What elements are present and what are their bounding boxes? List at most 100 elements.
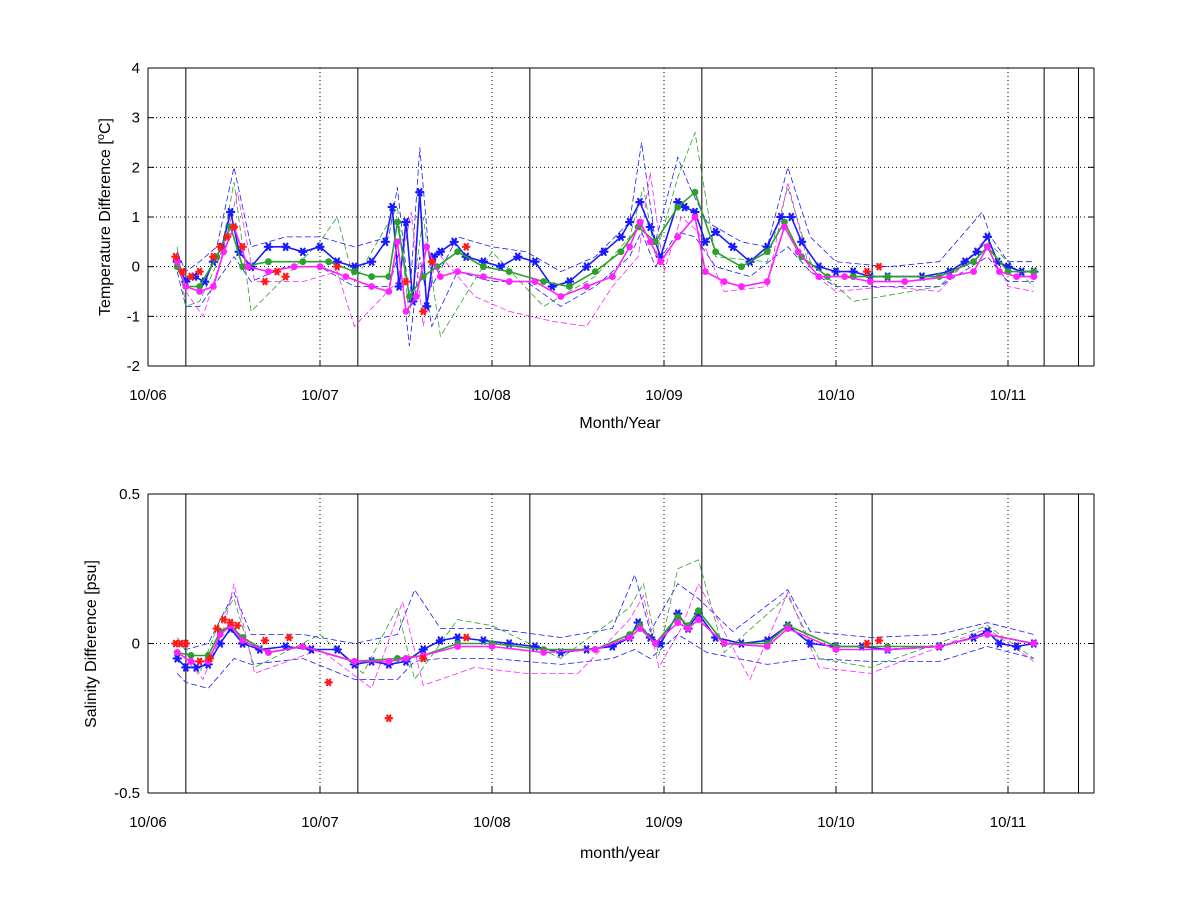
salinity-point-magenta-9 [385,658,393,665]
temperature-point-blue-17 [387,202,397,212]
temperature-y-tick-label-6: 4 [132,60,140,77]
salinity-point-magenta-8 [351,658,358,665]
temperature-point-green-21 [591,268,599,276]
salinity-point-magenta-15 [591,646,599,653]
salinity-point-blue-2 [191,663,201,672]
temperature-point-magenta-30 [691,213,699,221]
temperature-point-green-29 [763,248,771,256]
temperature-grid [147,68,1094,366]
temperature-x-tick-label-5: 10/11 [990,387,1026,404]
temperature-point-green-5 [239,263,247,271]
temperature-point-magenta-11 [368,283,375,290]
temperature-y-tick-label-3: 1 [132,209,140,226]
temperature-point-blue-44 [710,227,721,237]
temperature-point-blue-30 [530,257,540,266]
salinity-point-blue-1 [181,663,191,672]
salinity-point-blue-42 [994,639,1005,648]
temperature-point-blue-42 [690,207,700,217]
temperature-point-magenta-17 [437,273,444,280]
temperature-envelope-blue-1 [176,230,1034,347]
temperature-point-green-26 [691,188,699,196]
temperature-point-magenta-41 [946,273,953,280]
salinity-obs-7 [226,618,235,627]
salinity-y-tick-label-0: -0.5 [114,785,140,802]
temperature-point-green-28 [738,263,745,271]
salinity-obs-0 [171,639,180,648]
temperature-point-blue-38 [645,222,655,232]
temperature-point-blue-32 [564,277,575,286]
temperature-point-green-24 [652,238,659,246]
salinity-x-tick-label-2: 10/08 [473,814,511,831]
temperature-point-magenta-29 [674,233,682,241]
temperature-obs-3 [195,267,204,276]
temperature-point-blue-28 [495,262,506,271]
temperature-point-blue-35 [616,232,626,242]
salinity-point-blue-35 [805,639,815,648]
temperature-point-green-34 [884,273,891,280]
salinity-obs-16 [874,636,884,645]
temperature-obs-5 [215,242,225,251]
temperature-point-magenta-2 [196,288,204,295]
temperature-point-blue-59 [972,247,982,256]
salinity-point-blue-19 [504,639,514,648]
temperature-y-tick-label-0: -2 [127,358,140,375]
temperature-point-magenta-27 [646,238,654,246]
temperature-point-blue-43 [700,237,710,247]
temperature-point-blue-22 [421,302,432,311]
temperature-point-magenta-39 [867,278,874,285]
temperature-point-magenta-35 [781,223,788,231]
salinity-obs-5 [212,624,222,633]
temperature-obs-14 [418,307,428,316]
salinity-obs-2 [181,639,191,648]
salinity-point-magenta-26 [884,646,891,653]
temperature-point-blue-3 [200,277,210,286]
salinity-obs-3 [195,657,204,666]
salinity-point-blue-21 [556,648,566,657]
salinity-point-magenta-18 [652,640,659,647]
temperature-point-blue-45 [728,242,738,252]
temperature-point-blue-62 [1003,262,1013,271]
temperature-point-blue-34 [599,247,609,256]
temperature-point-magenta-15 [412,293,420,300]
temperature-point-blue-10 [280,242,291,252]
salinity-point-blue-20 [530,642,540,651]
salinity-obs-9 [260,636,270,645]
temperature-point-green-17 [480,263,487,271]
temperature-point-magenta-28 [657,258,664,266]
temperature-point-magenta-19 [480,273,487,280]
salinity-envelope-blue-1 [176,634,1034,689]
temperature-obs-7 [229,223,239,231]
temperature-point-magenta-6 [244,263,252,271]
temperature-obs-18 [874,262,884,271]
temperature-point-blue-12 [315,242,325,252]
temperature-y-tick-label-1: -1 [127,308,140,325]
temperature-point-magenta-7 [265,268,272,276]
temperature-point-blue-14 [349,262,360,271]
temperature-point-green-22 [617,248,625,256]
salinity-point-magenta-28 [983,631,991,638]
temperature-point-green-2 [196,283,204,290]
temperature-point-magenta-18 [454,268,461,276]
temperature-obs-13 [401,277,411,286]
temperature-x-tick-label-0: 10/06 [129,387,167,404]
salinity-point-magenta-22 [720,640,728,647]
salinity-point-magenta-27 [935,643,943,650]
temperature-obs-4 [209,252,218,261]
temperature-point-green-39 [1030,268,1038,276]
temperature-x-tick-label-3: 10/09 [645,387,683,404]
temperature-point-green-6 [265,258,272,266]
temperature-point-magenta-37 [815,273,823,280]
temperature-ylabel: Temperature Difference [oC] [95,118,114,316]
temperature-point-blue-27 [478,257,489,266]
temperature-obs-10 [272,267,282,276]
temperature-envelope-magenta-3 [176,172,1034,328]
temperature-point-magenta-33 [738,283,745,290]
salinity-x-tick-label-4: 10/10 [817,814,855,831]
salinity-point-blue-4 [215,639,225,648]
salinity-obs-14 [461,633,471,642]
temperature-obs-9 [260,277,270,286]
salinity-point-magenta-29 [1030,640,1038,647]
temperature-point-magenta-20 [505,278,513,285]
